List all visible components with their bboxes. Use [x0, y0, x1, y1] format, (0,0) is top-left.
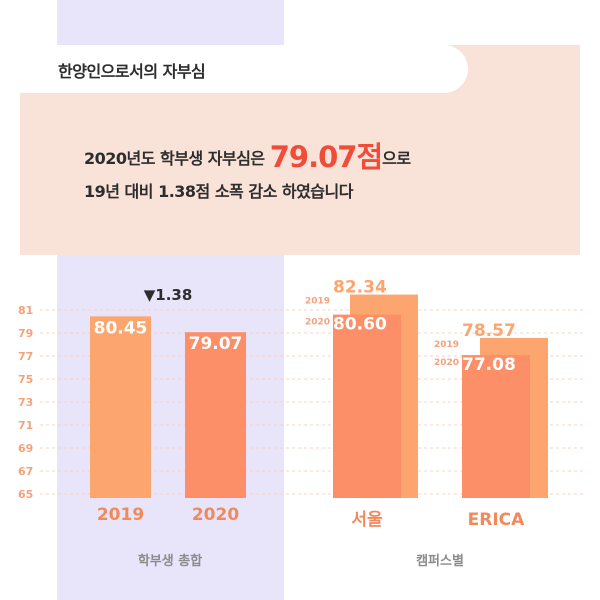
series-label: 2019 — [434, 340, 459, 350]
y-tick-label: 79 — [18, 327, 33, 340]
x-category-label: ERICA — [468, 510, 526, 530]
headline-score: 79.07점 — [269, 140, 383, 174]
y-tick-label: 69 — [18, 442, 33, 455]
headline-line-2: 19년 대비 1.38점 소폭 감소 하였습니다 — [84, 182, 353, 201]
y-tick-label: 81 — [18, 304, 33, 317]
page-title: 한양인으로서의 자부심 — [58, 62, 206, 81]
y-tick-label: 75 — [18, 373, 33, 386]
bar-value-label: 82.34 — [333, 278, 387, 298]
headline-prefix: 2020년도 학부생 자부심은 — [84, 149, 270, 168]
y-tick-label: 65 — [18, 488, 33, 501]
bar-2020-서울 — [333, 314, 401, 498]
bar-value-label: 77.08 — [462, 355, 516, 375]
series-label: 2019 — [305, 297, 330, 307]
headline-line-1: 2020년도 학부생 자부심은 79.07점으로 — [84, 134, 411, 176]
delta-annotation: ▼1.38 — [144, 286, 193, 304]
section-label: 학부생 총합 — [138, 553, 202, 569]
x-category-label: 2019 — [97, 505, 144, 525]
x-category-label: 서울 — [351, 510, 383, 530]
y-tick-label: 73 — [18, 396, 33, 409]
y-tick-label: 67 — [18, 465, 33, 478]
bar-value-label: 80.60 — [333, 315, 387, 335]
title-pill — [20, 45, 468, 93]
bar-2020-ERICA — [462, 355, 530, 498]
x-category-label: 2020 — [192, 505, 239, 525]
y-tick-label: 71 — [18, 419, 33, 432]
bar-2020 — [185, 332, 246, 498]
bar-value-label: 78.57 — [462, 321, 516, 341]
bar-value-label: 79.07 — [189, 334, 243, 354]
series-label: 2020 — [434, 358, 459, 368]
bar-value-label: 80.45 — [94, 318, 148, 338]
section-label: 캠퍼스별 — [416, 553, 464, 569]
y-tick-label: 77 — [18, 350, 33, 363]
headline-suffix: 으로 — [382, 149, 411, 168]
series-label: 2020 — [305, 318, 330, 328]
bar-2019 — [90, 316, 151, 498]
